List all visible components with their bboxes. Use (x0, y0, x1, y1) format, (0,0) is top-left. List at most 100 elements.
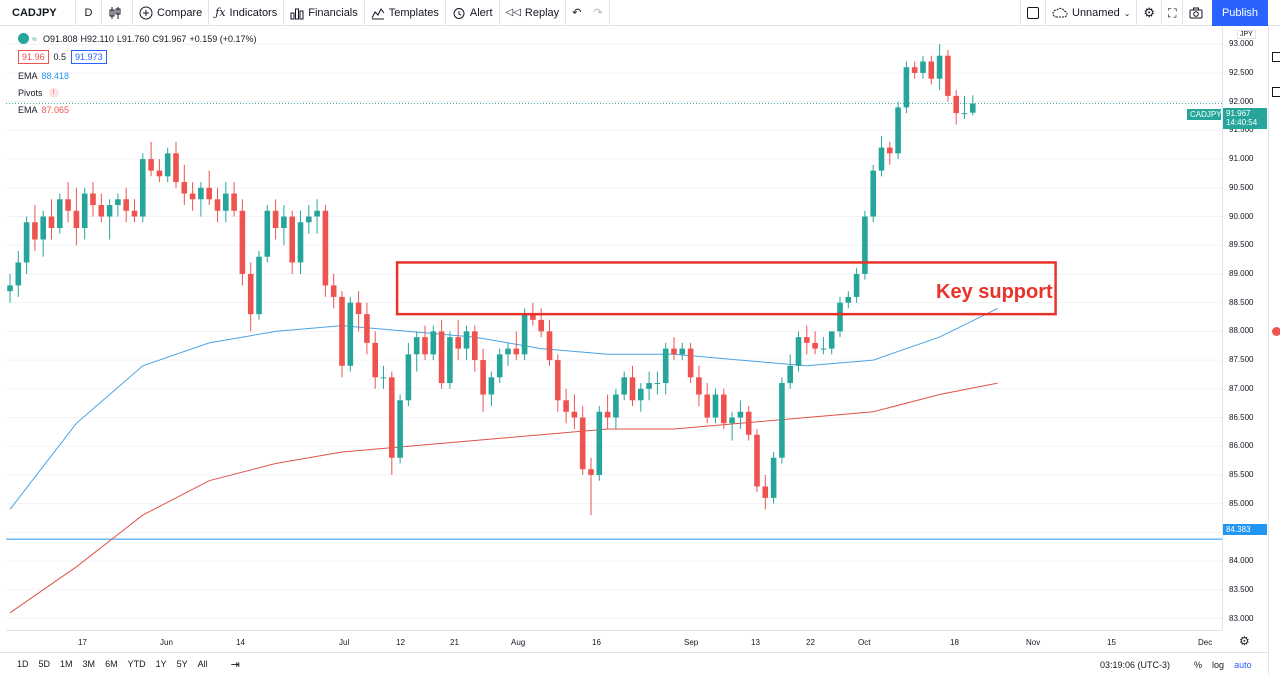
pivots-legend[interactable]: Pivots ! (18, 88, 59, 98)
candle-body (198, 187, 204, 200)
candle-body (903, 67, 910, 108)
candle-body (745, 411, 752, 435)
undo-button[interactable]: ↶ (566, 0, 587, 26)
candle-body (530, 314, 536, 320)
countdown-value: 14:40:54 (1226, 118, 1258, 127)
indicators-button[interactable]: ƒx Indicators (209, 0, 285, 26)
alerts-icon[interactable] (1272, 87, 1280, 97)
time-label: 15 (1107, 638, 1116, 647)
symbol-search-button[interactable]: CADJPY (0, 0, 76, 26)
key-support-label[interactable]: Key support (936, 281, 1053, 303)
candle-body (828, 331, 835, 349)
date-range-group: 1D 5D 1M 3M 6M YTD 1Y 5Y All (12, 659, 213, 669)
redo-button[interactable]: ↷ (587, 0, 610, 26)
candle-body (521, 314, 528, 355)
candle-body (123, 199, 129, 211)
publish-button[interactable]: Publish (1212, 0, 1268, 26)
candle-body (40, 216, 46, 240)
price-label: 90.000 (1229, 211, 1254, 221)
chart-pane[interactable]: ≈ O 91.808 H 92.110 L 91.760 C 91.967 +0.159… (6, 27, 1222, 630)
alert-button[interactable]: Alert (446, 0, 500, 26)
candle-body (654, 383, 661, 385)
interval-button[interactable]: D (76, 0, 102, 26)
price-label: 88.500 (1229, 297, 1254, 307)
ema-slow-label: EMA (18, 105, 38, 115)
candle-body (447, 337, 453, 384)
range-1d-button[interactable]: 1D (17, 659, 29, 669)
auto-toggle[interactable]: auto (1234, 659, 1252, 670)
alarm-clock-icon (453, 7, 465, 19)
range-all-button[interactable]: All (197, 659, 208, 669)
snapshot-button[interactable] (1183, 0, 1215, 26)
settings-button[interactable]: ⚙ (1137, 0, 1163, 26)
buy-price-button[interactable]: 91.973 (71, 50, 107, 64)
time-label: 17 (78, 638, 87, 647)
sell-price-button[interactable]: 91.96 (18, 50, 49, 64)
time-label: 14 (236, 638, 245, 647)
range-5y-button[interactable]: 5Y (176, 659, 188, 669)
candle-body (687, 348, 694, 378)
candle-body (181, 182, 188, 194)
range-1m-button[interactable]: 1M (60, 659, 73, 669)
candle-body (588, 469, 594, 475)
open-label: O (42, 33, 50, 44)
templates-button[interactable]: Templates (365, 0, 446, 26)
candle-body (380, 377, 387, 379)
percent-toggle[interactable]: % (1194, 659, 1203, 670)
alert-label: Alert (469, 6, 493, 19)
candle-body (106, 205, 113, 217)
chart-style-button[interactable] (102, 0, 133, 26)
top-toolbar: CADJPY D Compare ƒx Indicators Financial… (0, 0, 1280, 26)
financials-button[interactable]: Financials (284, 0, 365, 26)
high-label: H (80, 33, 88, 44)
price-scale[interactable]: JPY 93.000 92.500 92.000 91.500 91.000 90.500… (1187, 27, 1268, 630)
time-label: Aug (511, 638, 526, 647)
candle-body (563, 400, 569, 412)
eye-icon[interactable] (18, 33, 29, 44)
goto-date-icon[interactable]: ⇥ (230, 658, 240, 671)
candle-body (920, 61, 926, 73)
range-6m-button[interactable]: 6M (105, 659, 118, 669)
currency-button[interactable]: JPY (1237, 30, 1256, 39)
collapse-icon[interactable]: ≈ (32, 33, 37, 44)
candle-body (555, 360, 561, 401)
templates-icon (371, 7, 385, 19)
candle-body (281, 216, 287, 228)
candle-body (870, 170, 876, 217)
templates-label: Templates (388, 6, 439, 19)
candle-body (513, 348, 520, 355)
candle-body (115, 199, 121, 206)
candle-body (438, 331, 445, 384)
time-axis[interactable]: 17 Jun 14 Jul 12 21 Aug 16 Sep 13 22 Oct 18 Nov 15 Dec … (6, 630, 1250, 652)
axis-settings-icon[interactable]: ⚙ (1239, 634, 1250, 648)
fullscreen-icon: ⛶ (1168, 5, 1177, 20)
layout-name-button[interactable]: Unnamed ⌄ (1046, 0, 1138, 26)
time-label: Oct (858, 638, 871, 647)
compare-button[interactable]: Compare (133, 0, 210, 26)
candle-body (480, 360, 486, 395)
clock-display[interactable]: 03:19:06 (UTC-3) (1100, 659, 1171, 670)
price-label: 86.000 (1229, 441, 1254, 451)
replay-button[interactable]: ◁◁ Replay (500, 0, 567, 26)
notification-badge (1272, 327, 1280, 336)
log-toggle[interactable]: log (1212, 659, 1225, 670)
rewind-icon: ◁◁ (505, 7, 521, 18)
ema-fast-legend[interactable]: EMA 88.418 (18, 71, 69, 81)
bar-chart-icon (290, 8, 304, 19)
candle-body (712, 394, 719, 418)
layout-toggle-button[interactable] (1020, 0, 1046, 26)
ema-slow-legend[interactable]: EMA 87.065 (18, 105, 69, 115)
watchlist-icon[interactable] (1272, 52, 1280, 62)
candle-body (812, 342, 818, 349)
range-ytd-button[interactable]: YTD (127, 659, 146, 669)
range-3m-button[interactable]: 3M (82, 659, 96, 669)
price-label: 85.000 (1229, 498, 1254, 508)
time-label: Jun (160, 638, 173, 647)
right-sidebar[interactable] (1268, 27, 1280, 675)
candle-body (729, 417, 735, 424)
fullscreen-button[interactable]: ⛶ (1162, 0, 1184, 26)
price-chart[interactable] (6, 27, 1222, 630)
time-label: 12 (396, 638, 405, 647)
range-5d-button[interactable]: 5D (38, 659, 51, 669)
range-1y-button[interactable]: 1Y (155, 659, 167, 669)
